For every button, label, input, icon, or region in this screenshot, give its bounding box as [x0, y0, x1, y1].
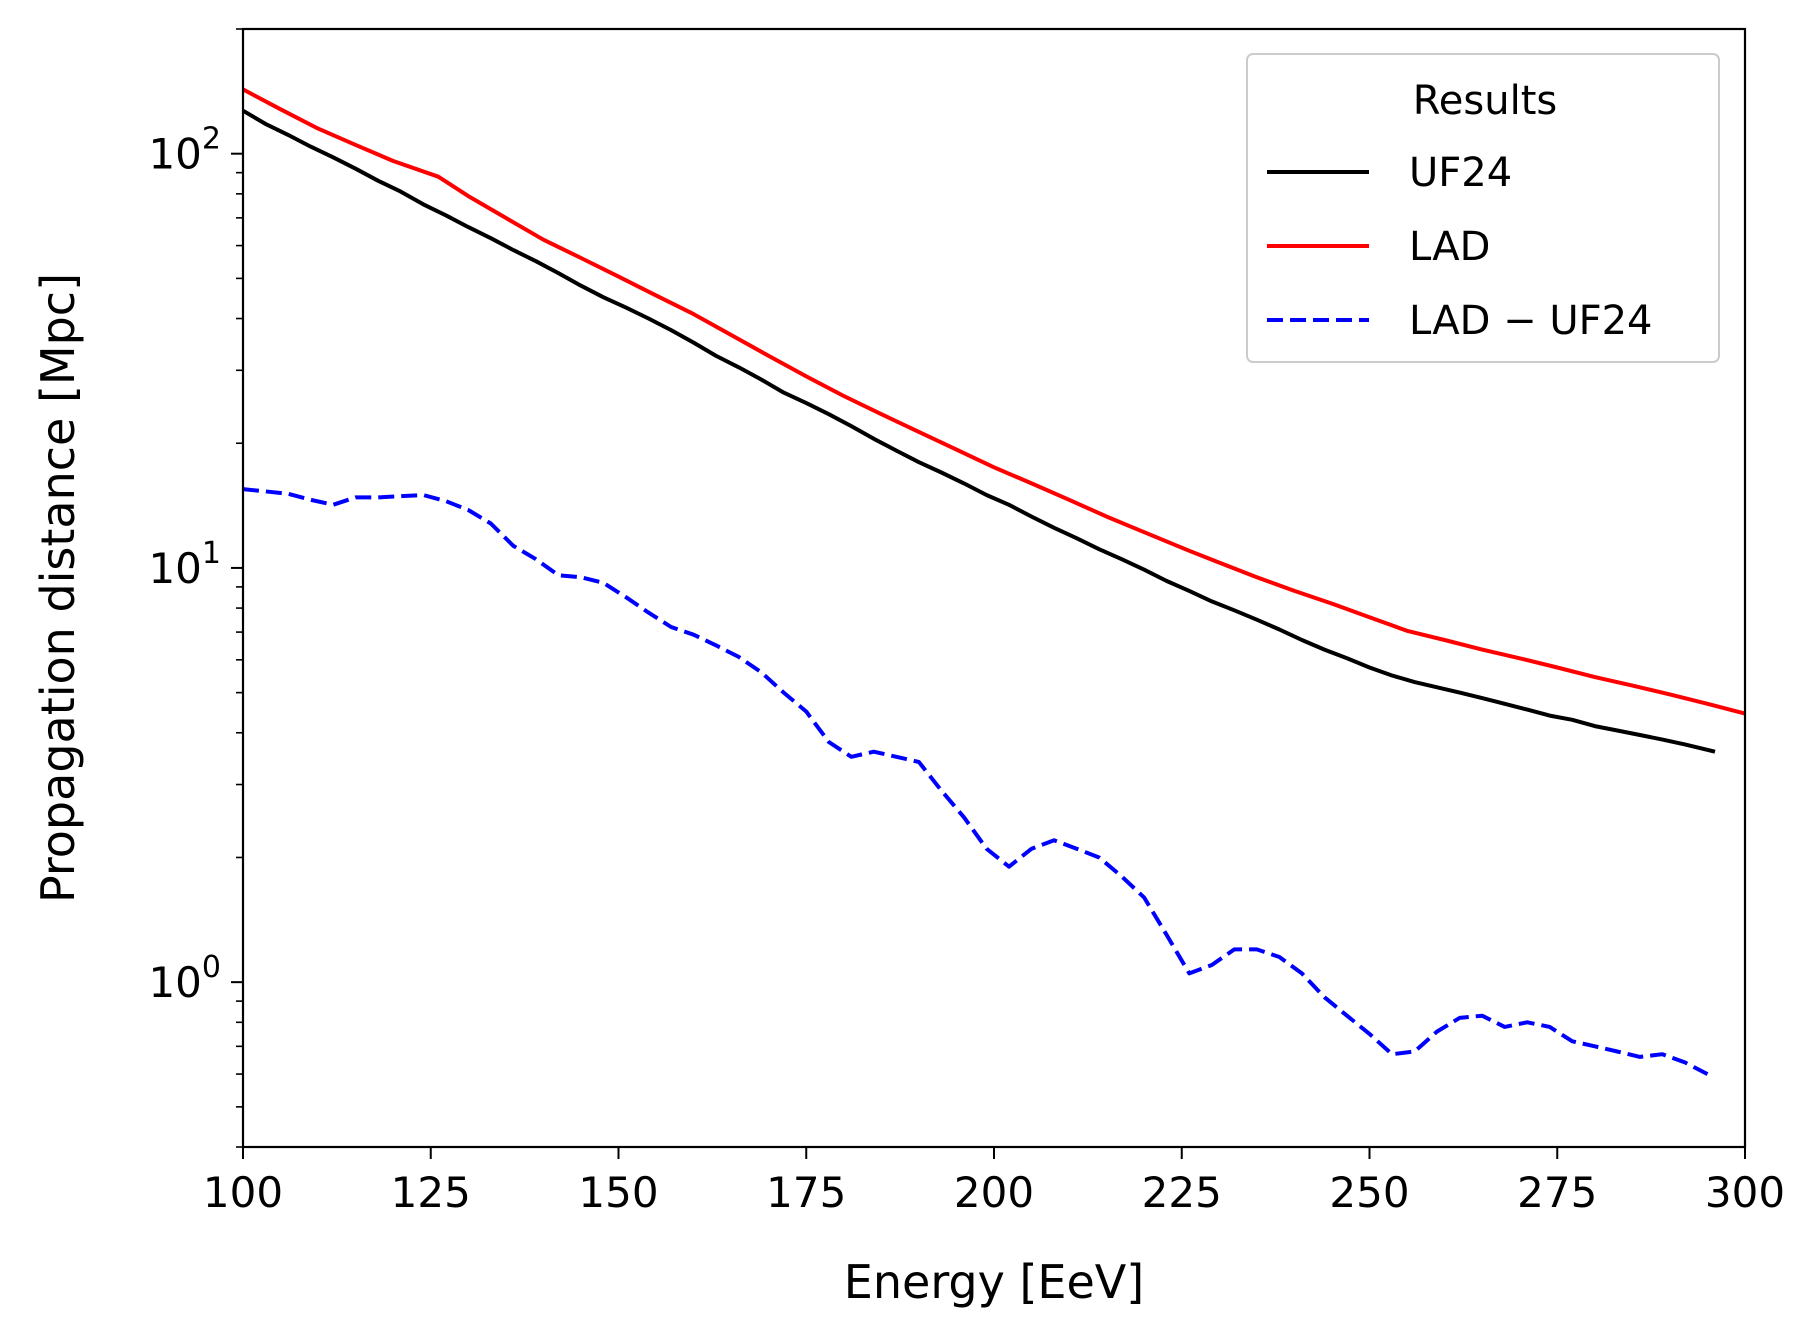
x-tick-label: 200 — [954, 1168, 1034, 1217]
x-tick-label: 125 — [391, 1168, 471, 1217]
legend: Results UF24 LAD LAD − UF24 — [1246, 53, 1720, 363]
x-tick-label: 100 — [203, 1168, 283, 1217]
x-axis: 100 125 150 175 200 225 250 275 300 — [203, 1147, 1785, 1217]
y-axis-label: Propagation distance [Mpc] — [31, 273, 85, 903]
y-tick-label: 102 — [148, 122, 221, 179]
legend-title: Results — [1413, 78, 1557, 124]
x-axis-label: Energy [EeV] — [844, 1255, 1144, 1309]
y-tick-label: 101 — [148, 536, 221, 593]
legend-label-3: LAD − UF24 — [1409, 298, 1653, 344]
series-line-2 — [242, 87, 1746, 716]
x-tick-label: 300 — [1705, 1168, 1785, 1217]
x-tick-label: 250 — [1329, 1168, 1409, 1217]
series-line-1 — [241, 108, 1716, 754]
x-tick-label: 150 — [578, 1168, 658, 1217]
legend-box — [1246, 53, 1720, 363]
series-layer — [241, 87, 1746, 1076]
x-tick-label: 225 — [1142, 1168, 1222, 1217]
legend-entries: UF24 LAD LAD − UF24 — [1267, 150, 1653, 344]
y-axis: 100 101 102 — [148, 28, 243, 1148]
series-line-3 — [242, 487, 1709, 1076]
x-tick-label: 175 — [766, 1168, 846, 1217]
y-tick-label: 100 — [148, 950, 221, 1007]
x-tick-label: 275 — [1517, 1168, 1597, 1217]
legend-label-2: LAD — [1409, 224, 1490, 270]
legend-label-1: UF24 — [1409, 150, 1512, 196]
